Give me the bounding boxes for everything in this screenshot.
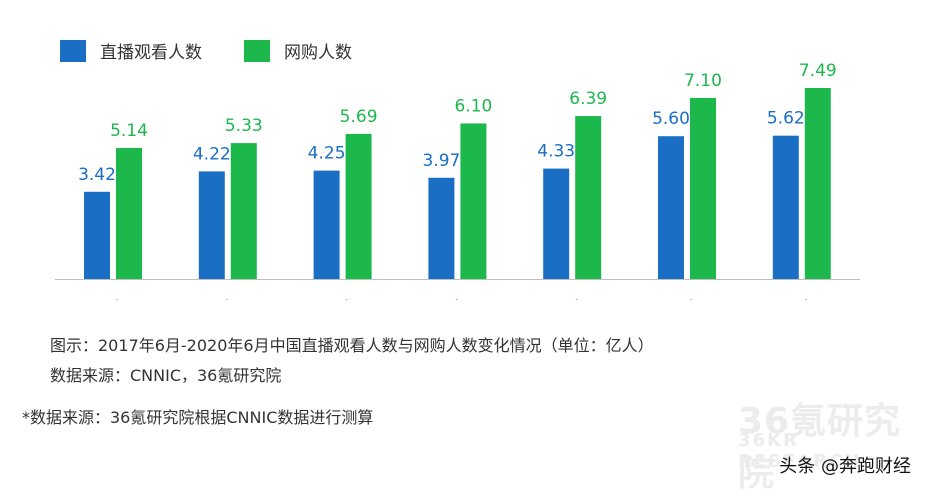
watermark-sub: 36KR RESEARCH: [738, 430, 862, 472]
data-label-shopping: 6.10: [454, 96, 492, 116]
bar-shopping: [690, 97, 716, 279]
x-tick-label: 2019年6月: [531, 298, 614, 300]
x-tick-label: 2017年6月: [72, 298, 155, 300]
data-label-live: 4.25: [308, 144, 346, 164]
data-label-shopping: 7.49: [799, 61, 837, 81]
legend-swatch-shopping: [244, 39, 270, 62]
bar-live: [428, 177, 455, 279]
x-tick-label: 2018年12月: [411, 298, 504, 300]
bar-live: [772, 135, 799, 279]
chart-source: 数据来源：CNNIC，36氪研究院: [50, 366, 282, 385]
legend-swatch-live: [60, 39, 86, 62]
legend-label-live: 直播观看人数: [100, 43, 202, 63]
data-label-shopping: 6.39: [569, 89, 607, 109]
credit: 头条 @奔跑财经: [779, 456, 911, 477]
data-label-shopping: 5.69: [340, 107, 378, 127]
data-label-shopping: 5.33: [225, 116, 263, 136]
data-label-live: 4.22: [193, 144, 231, 164]
data-label-live: 5.60: [652, 109, 690, 129]
x-tick-label: 2018年6月: [301, 298, 384, 300]
bar-live: [658, 136, 684, 279]
bar-live: [84, 191, 110, 279]
data-label-shopping: 7.10: [684, 71, 722, 91]
bar-shopping: [345, 133, 372, 279]
data-label-shopping: 5.14: [110, 121, 148, 141]
bar-live: [313, 170, 340, 279]
bar-shopping: [804, 88, 831, 279]
bar-shopping: [230, 143, 257, 279]
legend: 直播观看人数 网购人数: [60, 38, 394, 63]
bar-live: [543, 168, 570, 279]
bar-shopping: [460, 123, 487, 279]
data-label-live: 4.33: [537, 142, 575, 162]
data-label-live: 3.42: [78, 165, 116, 185]
x-tick-label: 2020年6月: [760, 298, 843, 300]
x-tick-label: 2017年12月: [181, 298, 274, 300]
bar-live: [198, 171, 225, 279]
data-label-live: 3.97: [422, 151, 460, 171]
bar-chart: 3.42 5.14 2017年6月 4.22 5.33 2017年12月 4.25 5.69 2…: [55, 61, 860, 300]
chart-caption: 图示：2017年6月-2020年6月中国直播观看人数与网购人数变化情况（单位：亿…: [50, 336, 654, 355]
bar-shopping: [575, 116, 602, 280]
bar-shopping: [116, 147, 142, 279]
x-tick-label: 2020年3月: [646, 298, 729, 300]
legend-label-shopping: 网购人数: [284, 43, 352, 63]
data-label-live: 5.62: [767, 109, 805, 129]
legend-item-live: 直播观看人数: [60, 38, 202, 63]
legend-item-shopping: 网购人数: [244, 38, 352, 63]
footnote: *数据来源：36氪研究院根据CNNIC数据进行测算: [22, 408, 374, 427]
